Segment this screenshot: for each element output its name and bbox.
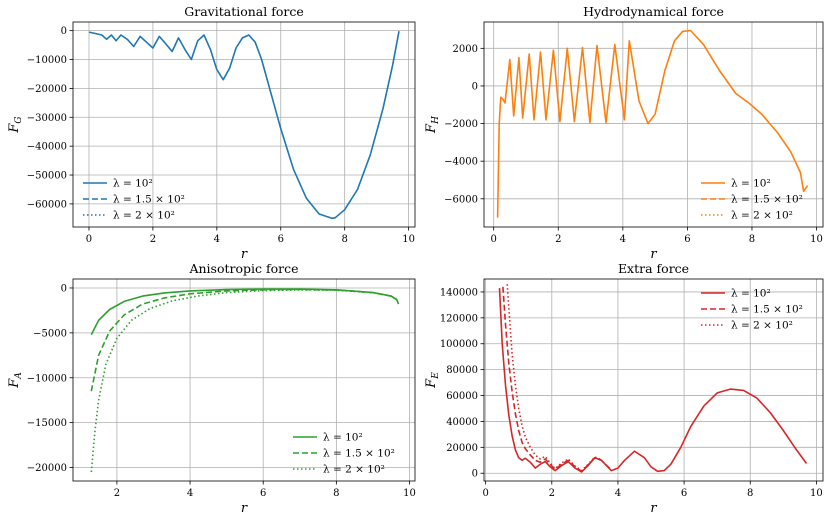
y-tick-label: −30000 <box>27 113 67 124</box>
chart-title: Hydrodynamical force <box>583 4 724 19</box>
x-tick-label: 8 <box>749 234 755 245</box>
y-tick-label: −60000 <box>27 199 67 210</box>
axes-frame <box>483 278 824 482</box>
x-tick-label: 10 <box>402 234 415 245</box>
y-tick-label: −50000 <box>27 171 67 182</box>
y-tick-label: 20000 <box>446 443 478 454</box>
chart-title: Anisotropic force <box>188 261 298 276</box>
y-tick-label: −20000 <box>27 463 67 474</box>
legend-entry: λ = 1.5 × 10² <box>323 448 395 460</box>
legend-entry: λ = 10² <box>323 432 363 444</box>
series-line-solid <box>498 288 808 473</box>
legend-entry: λ = 10² <box>731 178 771 190</box>
y-tick-label: 120000 <box>440 313 478 324</box>
chart-title: Extra force <box>618 261 689 276</box>
x-tick-label: 2 <box>150 234 156 245</box>
x-tick-label: 8 <box>333 488 339 499</box>
legend-entry: λ = 2 × 10² <box>113 210 175 222</box>
y-axis-label: FH <box>424 116 441 134</box>
x-tick-label: 8 <box>747 488 753 499</box>
legend-entry: λ = 10² <box>113 178 153 190</box>
chart-anisotropic: 2 4 6 8 10 0 −5000 −10000 −15000 −20000 Anisotropi… <box>7 261 416 516</box>
legend-entry: λ = 1.5 × 10² <box>731 304 803 316</box>
y-tick-label: 80000 <box>446 365 478 376</box>
legend-entry: λ = 10² <box>731 288 771 300</box>
legend: λ = 10² λ = 1.5 × 10² λ = 2 × 10² <box>293 432 395 476</box>
y-tick-label: −10000 <box>27 55 67 66</box>
x-axis-label: r <box>241 501 248 516</box>
y-tick-label: −15000 <box>27 418 67 429</box>
series-line-solid <box>90 288 400 336</box>
legend: λ = 10² λ = 1.5 × 10² λ = 2 × 10² <box>83 178 185 222</box>
chart-title: Gravitational force <box>184 4 304 19</box>
axes-frame <box>72 278 416 482</box>
series-line-solid <box>496 29 809 218</box>
y-tick-label: 0 <box>472 81 478 92</box>
legend: λ = 10² λ = 1.5 × 10² λ = 2 × 10² <box>701 288 803 332</box>
legend-entry: λ = 1.5 × 10² <box>731 194 803 206</box>
x-tick-label: 4 <box>214 234 220 245</box>
chart-extra: 0 2 4 6 8 10 0 20000 40000 60000 80000 100000 120000… <box>424 261 824 516</box>
y-tick-label: 140000 <box>440 287 478 298</box>
y-tick-label: 0 <box>61 26 67 37</box>
x-tick-label: 8 <box>341 234 347 245</box>
axes-frame <box>72 21 416 228</box>
series-line-dotted <box>90 289 398 473</box>
x-tick-label: 2 <box>114 488 120 499</box>
x-tick-label: 2 <box>555 234 561 245</box>
x-tick-label: 0 <box>482 488 488 499</box>
x-tick-label: 4 <box>615 488 621 499</box>
chart-gravitational: 0 2 4 6 8 10 0 −10000 −20000 −30000 −40000 −50000 −6… <box>7 4 416 262</box>
y-tick-label: 0 <box>61 283 67 294</box>
series-line-dashed <box>502 286 612 473</box>
y-tick-label: −4000 <box>444 157 478 168</box>
legend-entry: λ = 2 × 10² <box>731 320 793 332</box>
x-tick-label: 10 <box>810 488 823 499</box>
series-line-solid <box>88 31 400 220</box>
y-tick-label: −5000 <box>33 328 67 339</box>
legend-entry: λ = 1.5 × 10² <box>113 194 185 206</box>
y-tick-label: −6000 <box>444 194 478 205</box>
y-tick-label: 60000 <box>446 391 478 402</box>
series-line-dashed <box>90 288 398 392</box>
y-tick-label: 100000 <box>440 339 478 350</box>
x-axis-label: r <box>650 501 657 516</box>
y-axis-label: FG <box>7 116 24 133</box>
x-axis-label: r <box>241 247 248 262</box>
x-tick-label: 6 <box>681 488 687 499</box>
legend-entry: λ = 2 × 10² <box>323 464 385 476</box>
y-axis-label: FA <box>7 372 24 389</box>
x-tick-label: 6 <box>278 234 284 245</box>
y-tick-label: 2000 <box>453 44 478 55</box>
x-tick-label: 6 <box>684 234 690 245</box>
y-tick-label: −40000 <box>27 142 67 153</box>
x-tick-label: 0 <box>490 234 496 245</box>
x-tick-label: 2 <box>549 488 555 499</box>
x-tick-label: 6 <box>260 488 266 499</box>
x-axis-label: r <box>650 247 657 262</box>
y-tick-label: 0 <box>472 469 478 480</box>
x-tick-label: 4 <box>620 234 626 245</box>
x-tick-label: 0 <box>86 234 92 245</box>
legend: λ = 10² λ = 1.5 × 10² λ = 2 × 10² <box>701 178 803 222</box>
axes-frame <box>483 21 824 228</box>
y-tick-label: 40000 <box>446 417 478 428</box>
y-tick-label: −20000 <box>27 84 67 95</box>
x-tick-label: 10 <box>403 488 416 499</box>
y-tick-label: −2000 <box>444 119 478 130</box>
chart-hydrodynamical: 0 2 4 6 8 10 2000 0 −2000 −4000 −6000 Hydrodynamica… <box>424 4 824 262</box>
legend-entry: λ = 2 × 10² <box>731 210 793 222</box>
series-line-dotted <box>506 284 602 472</box>
y-tick-label: −10000 <box>27 373 67 384</box>
x-tick-label: 10 <box>810 234 823 245</box>
y-axis-label: FE <box>424 372 441 389</box>
x-tick-label: 4 <box>187 488 193 499</box>
